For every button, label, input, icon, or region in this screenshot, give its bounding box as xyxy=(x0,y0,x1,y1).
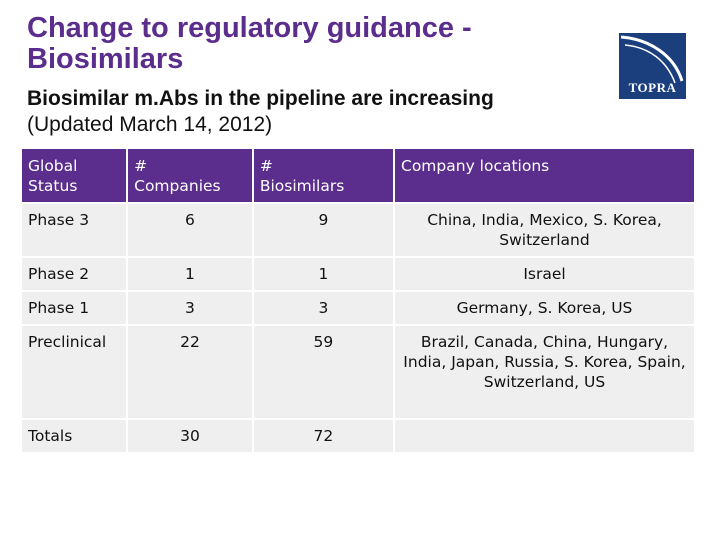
table-row: Phase 2 1 1 Israel xyxy=(22,258,694,290)
header-biosimilars: # Biosimilars xyxy=(253,149,393,202)
logo-text: TOPRA xyxy=(628,80,677,95)
slide-subtitle: Biosimilar m.Abs in the pipeline are inc… xyxy=(27,86,587,138)
cell-companies: 22 xyxy=(128,326,252,418)
header-companies-line1: # xyxy=(134,157,148,175)
cell-locations: Brazil, Canada, China, Hungary, India, J… xyxy=(395,326,694,418)
cell-status: Phase 2 xyxy=(22,258,127,290)
cell-status: Phase 1 xyxy=(22,292,127,324)
header-locations-text: Company locations xyxy=(401,157,550,175)
header-status-line2: Status xyxy=(28,177,78,195)
cell-biosimilars: 72 xyxy=(253,420,393,452)
table-row: Phase 3 6 9 China, India, Mexico, S. Kor… xyxy=(22,204,694,256)
cell-biosimilars: 9 xyxy=(253,204,393,256)
cell-locations xyxy=(395,420,694,452)
slide-title: Change to regulatory guidance - Biosimil… xyxy=(27,13,587,75)
cell-locations: Germany, S. Korea, US xyxy=(395,292,694,324)
table-row: Phase 1 3 3 Germany, S. Korea, US xyxy=(22,292,694,324)
cell-status: Totals xyxy=(22,420,127,452)
topra-logo: TOPRA xyxy=(619,33,686,99)
slide-title-line2: Biosimilars xyxy=(27,43,184,75)
table-row: Totals 30 72 xyxy=(22,420,694,452)
cell-companies: 3 xyxy=(128,292,252,324)
slide-title-line1: Change to regulatory guidance - xyxy=(27,12,472,44)
cell-companies: 1 xyxy=(128,258,252,290)
cell-locations: China, India, Mexico, S. Korea, Switzerl… xyxy=(395,204,694,256)
cell-companies: 30 xyxy=(128,420,252,452)
header-biosimilars-line1: # xyxy=(259,157,273,175)
cell-biosimilars: 3 xyxy=(253,292,393,324)
header-global-status: Global Status xyxy=(22,149,127,202)
cell-status: Phase 3 xyxy=(22,204,127,256)
logo-swoosh-icon xyxy=(620,35,684,84)
cell-biosimilars: 1 xyxy=(253,258,393,290)
cell-status: Preclinical xyxy=(22,326,127,418)
biosimilars-table: Global Status # Companies # Biosimilars … xyxy=(20,147,696,454)
subtitle-heading: Biosimilar m.Abs in the pipeline are inc… xyxy=(27,87,494,110)
header-company-locations: Company locations xyxy=(395,149,694,202)
cell-companies: 6 xyxy=(128,204,252,256)
cell-locations: Israel xyxy=(395,258,694,290)
table-header-row: Global Status # Companies # Biosimilars … xyxy=(22,149,694,202)
header-companies-line2: Companies xyxy=(134,177,221,195)
header-companies: # Companies xyxy=(128,149,252,202)
subtitle-date: (Updated March 14, 2012) xyxy=(27,113,273,136)
table-row: Preclinical 22 59 Brazil, Canada, China,… xyxy=(22,326,694,418)
header-status-line1: Global xyxy=(28,157,78,175)
header-biosimilars-line2: Biosimilars xyxy=(259,177,345,195)
cell-biosimilars: 59 xyxy=(253,326,393,418)
